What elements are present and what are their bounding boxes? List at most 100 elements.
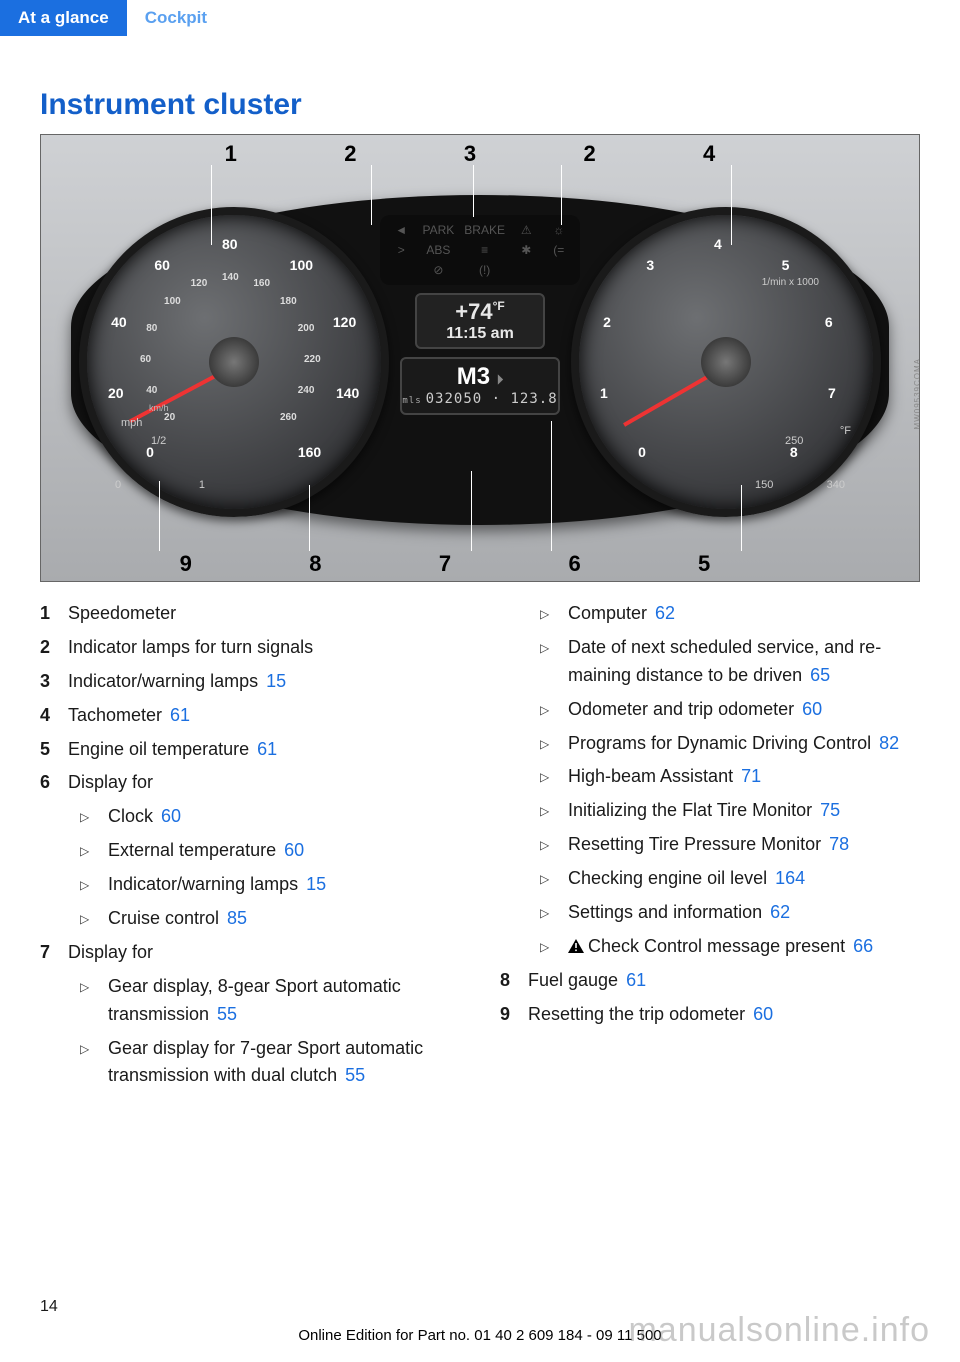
tick: 40 <box>111 314 127 330</box>
warning-triangle-icon <box>568 939 584 953</box>
legend-item: 2Indicator lamps for turn signals <box>40 634 460 662</box>
tick: 180 <box>280 296 297 307</box>
page-ref[interactable]: 60 <box>284 840 304 860</box>
legend-number: 3 <box>40 668 68 696</box>
clock-value: 11:15 am <box>417 325 543 343</box>
legend-text: Display for <box>68 939 460 967</box>
legend-subitem: ▷Gear display for 7-gear Sport automatic… <box>40 1035 460 1091</box>
warning-lamp: PARK <box>423 223 455 237</box>
tick: 40 <box>146 385 157 396</box>
legend-number: 8 <box>500 967 528 995</box>
temp-unit-label: °F <box>493 299 505 313</box>
triangle-bullet-icon: ▷ <box>80 973 108 1029</box>
legend-item: 7Display for <box>40 939 460 967</box>
page-ref[interactable]: 82 <box>879 733 899 753</box>
legend-text: Resetting the trip odometer60 <box>528 1001 920 1029</box>
tick: 120 <box>191 278 208 289</box>
callout-top-3: 2 <box>583 141 595 167</box>
speedometer-gauge: mph km/h 0 1/2 1 02040608010012014016020… <box>79 207 389 517</box>
leader-2b <box>561 165 562 225</box>
page-ref[interactable]: 60 <box>802 699 822 719</box>
legend-text: External temperature60 <box>108 837 460 865</box>
page-title: Instrument cluster <box>40 88 960 122</box>
callout-bottom-4: 5 <box>698 551 710 577</box>
tick: 220 <box>304 354 321 365</box>
page-ref[interactable]: 55 <box>217 1004 237 1024</box>
triangle-bullet-icon: ▷ <box>540 763 568 791</box>
page-ref[interactable]: 61 <box>626 970 646 990</box>
legend-subitem: ▷Computer62 <box>500 600 920 628</box>
image-ref-code: MW09539COMA <box>913 358 921 429</box>
page-ref[interactable]: 61 <box>170 705 190 725</box>
page-ref[interactable]: 60 <box>753 1004 773 1024</box>
callout-bottom-2: 7 <box>439 551 451 577</box>
page-ref[interactable]: 66 <box>853 936 873 956</box>
page-ref[interactable]: 60 <box>161 806 181 826</box>
tick: 60 <box>154 257 170 273</box>
page-ref[interactable]: 61 <box>257 739 277 759</box>
tick: 80 <box>222 236 238 252</box>
legend-subitem: ▷Initializing the Flat Tire Monitor75 <box>500 797 920 825</box>
tachometer-gauge: 1/min x 1000 150 250 340 °F 012345678 <box>571 207 881 517</box>
legend-text: Resetting Tire Pressure Monitor78 <box>568 831 920 859</box>
triangle-bullet-icon: ▷ <box>80 837 108 865</box>
page-ref[interactable]: 164 <box>775 868 805 888</box>
center-stack: ◄PARKBRAKE⚠☼>ABS≡✱(=⊘(!) +74°F 11:15 am … <box>370 215 590 415</box>
legend-text: Engine oil temperature61 <box>68 736 460 764</box>
legend-text: Fuel gauge61 <box>528 967 920 995</box>
legend-item: 3Indicator/warning lamps15 <box>40 668 460 696</box>
warning-lamp: (= <box>553 243 564 257</box>
temp-number: +74 <box>455 299 492 324</box>
tick: 0 <box>638 444 646 460</box>
page-ref[interactable]: 85 <box>227 908 247 928</box>
page-ref[interactable]: 62 <box>655 603 675 623</box>
legend-text: Programs for Dynamic Driving Con­trol82 <box>568 730 920 758</box>
page-ref[interactable]: 65 <box>810 665 830 685</box>
legend-subitem: ▷Date of next scheduled service, and re­… <box>500 634 920 690</box>
warning-lamp: ⊘ <box>433 263 443 277</box>
gear-value: M3 ⏵ <box>402 363 558 391</box>
legend-text: Clock60 <box>108 803 460 831</box>
legend-item: 9Resetting the trip odometer60 <box>500 1001 920 1029</box>
tick: 100 <box>164 296 181 307</box>
legend-text: Indicator/warning lamps15 <box>68 668 460 696</box>
tick: 160 <box>298 444 321 460</box>
callout-top-4: 4 <box>703 141 715 167</box>
legend-text: Initializing the Flat Tire Monitor75 <box>568 797 920 825</box>
legend-subitem: ▷Odometer and trip odometer60 <box>500 696 920 724</box>
warning-lamp: ◄ <box>395 223 407 237</box>
fuel-tick-0: 0 <box>115 479 121 491</box>
legend-text: Checking engine oil level164 <box>568 865 920 893</box>
tick: 1 <box>600 385 608 401</box>
fuel-sub-gauge: 0 1/2 1 <box>115 441 205 491</box>
legend-text: Indicator/warning lamps15 <box>108 871 460 899</box>
legend-list: 1Speedometer2Indicator lamps for turn si… <box>40 600 920 1090</box>
cluster-figure: 12324 mph km/h 0 1/2 1 02040608010012014… <box>40 134 920 582</box>
callout-bottom-1: 8 <box>309 551 321 577</box>
tick: 4 <box>714 236 722 252</box>
page-ref[interactable]: 71 <box>741 766 761 786</box>
legend-subitem: ▷Check Control message present66 <box>500 933 920 961</box>
tick: 8 <box>790 444 798 460</box>
page-ref[interactable]: 75 <box>820 800 840 820</box>
tick: 3 <box>646 257 654 273</box>
oil-temp-sub-gauge: 150 250 340 °F <box>755 441 845 491</box>
triangle-bullet-icon: ▷ <box>80 803 108 831</box>
legend-text: Gear display for 7-gear Sport automatic … <box>108 1035 460 1091</box>
page-ref[interactable]: 78 <box>829 834 849 854</box>
page-ref[interactable]: 62 <box>770 902 790 922</box>
legend-text: Speedometer <box>68 600 460 628</box>
triangle-bullet-icon: ▷ <box>540 600 568 628</box>
page-ref[interactable]: 55 <box>345 1065 365 1085</box>
warning-lamp: ABS <box>426 243 450 257</box>
tick: 20 <box>164 412 175 423</box>
legend-text: Tachometer61 <box>68 702 460 730</box>
page-ref[interactable]: 15 <box>266 671 286 691</box>
callout-bottom-0: 9 <box>180 551 192 577</box>
tick: 7 <box>828 385 836 401</box>
page-ref[interactable]: 15 <box>306 874 326 894</box>
legend-item: 5Engine oil temperature61 <box>40 736 460 764</box>
callouts-top: 12324 <box>41 141 919 167</box>
temp-tick-hi: 340 <box>827 479 845 491</box>
callout-top-0: 1 <box>225 141 237 167</box>
